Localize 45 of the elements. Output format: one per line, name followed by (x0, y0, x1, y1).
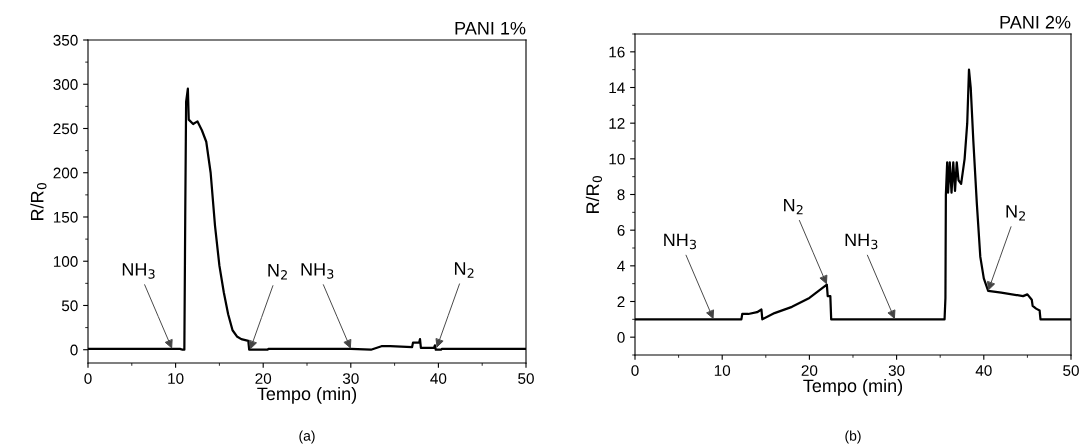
y-tick-label: 6 (617, 225, 625, 236)
x-tick-label: 0 (84, 373, 92, 384)
x-tick-label: 30 (342, 373, 359, 384)
chart-title: PANI 1% (455, 21, 526, 35)
x-tick-label: 50 (1063, 365, 1079, 376)
y-axis-title: R/R$_{0}$ (585, 175, 603, 213)
y-tick-label: 50 (61, 300, 78, 312)
y-tick-label: 16 (609, 46, 625, 58)
y-tick-label: 200 (53, 167, 78, 179)
x-tick-label: 20 (801, 365, 818, 376)
y-tick-label: 8 (617, 189, 625, 201)
y-tick-label: 12 (609, 118, 625, 129)
annotation: N$_{2}$ (268, 264, 287, 280)
y-tick-label: 0 (617, 332, 625, 343)
annotation: N$_{2}$ (454, 262, 474, 278)
y-tick-label: 250 (53, 123, 78, 135)
text: (b) (845, 430, 861, 444)
annotation: N$_{2}$ (784, 198, 803, 215)
annotation: NH$_{3}$ (845, 233, 878, 250)
y-tick-label: 10 (609, 153, 625, 165)
y-axis-title: R/R$_{0}$ (30, 182, 47, 220)
x-axis-title: Tempo (min) (257, 386, 357, 404)
y-tick-label: 350 (53, 34, 78, 46)
y-tick-label: 150 (53, 211, 78, 223)
x-tick-label: 50 (518, 373, 534, 384)
annotation: NH$_{3}$ (301, 263, 334, 279)
y-tick-label: 100 (53, 256, 78, 267)
x-tick-label: 10 (714, 365, 731, 376)
y-tick-label: 4 (617, 260, 625, 272)
x-tick-label: 0 (631, 365, 639, 376)
x-axis-title: Tempo (min) (803, 378, 903, 396)
text: (a) (299, 430, 315, 444)
y-tick-label: 2 (617, 296, 625, 308)
x-tick-label: 20 (255, 373, 272, 384)
x-tick-label: 30 (888, 365, 905, 376)
annotation: NH$_{3}$ (664, 233, 696, 250)
y-tick-label: 14 (609, 82, 625, 94)
x-tick-label: 10 (168, 373, 184, 384)
y-tick-label: 0 (70, 344, 78, 356)
annotation: N$_{2}$ (1006, 205, 1025, 221)
annotation: NH$_{3}$ (122, 263, 155, 279)
chart-title: PANI 2% (1000, 15, 1071, 29)
y-tick-label: 300 (53, 79, 78, 90)
x-tick-label: 40 (430, 373, 447, 384)
x-tick-label: 40 (975, 365, 992, 376)
